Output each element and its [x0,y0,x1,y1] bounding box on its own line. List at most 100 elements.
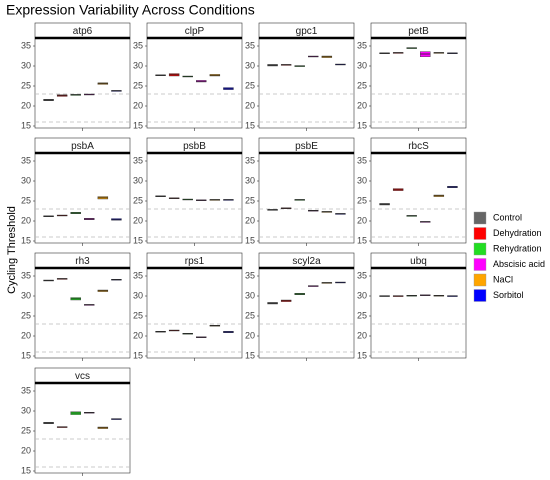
y-tick-label: 15 [245,235,255,245]
y-tick-label: 20 [245,215,255,225]
y-tick-label: 35 [245,40,255,50]
y-tick-label: 20 [357,100,367,110]
panel [370,267,467,359]
y-tick-label: 25 [245,310,255,320]
y-tick-label: 35 [21,270,31,280]
panel [258,37,355,129]
y-tick-label: 25 [21,195,31,205]
y-tick-label: 20 [133,215,143,225]
legend-swatch [473,289,487,302]
legend-swatch [473,242,487,256]
panel [258,152,355,244]
y-tick-label: 30 [357,60,367,70]
y-tick-label: 20 [357,330,367,340]
legend-label: Sorbitol [493,290,524,300]
y-tick-label: 20 [245,100,255,110]
panel [146,152,243,244]
y-tick-label: 35 [245,270,255,280]
y-tick-label: 15 [21,120,31,130]
y-tick-label: 35 [357,40,367,50]
panel [34,382,131,474]
panel [370,152,467,244]
strip-label: gpc1 [296,26,318,37]
y-tick-label: 25 [133,80,143,90]
panel [370,37,467,129]
y-tick-label: 25 [357,195,367,205]
y-tick-label: 15 [245,120,255,130]
strip-label: psbE [295,141,318,152]
y-tick-label: 35 [133,40,143,50]
y-tick-label: 30 [357,175,367,185]
y-tick-label: 35 [133,270,143,280]
strip-label: vcs [75,371,90,382]
y-tick-label: 30 [245,290,255,300]
strip-label: rbcS [408,141,429,152]
y-tick-label: 30 [133,60,143,70]
y-tick-label: 25 [357,310,367,320]
y-tick-label: 35 [357,270,367,280]
panel [258,267,355,359]
y-tick-label: 30 [21,175,31,185]
y-tick-label: 35 [21,155,31,165]
strip-label: clpP [185,26,205,37]
y-tick-label: 20 [245,330,255,340]
y-tick-label: 30 [21,60,31,70]
y-tick-label: 15 [357,120,367,130]
y-tick-label: 20 [357,215,367,225]
legend-swatch [473,258,487,271]
y-tick-label: 15 [357,350,367,360]
y-tick-label: 20 [133,100,143,110]
legend-swatch [473,273,487,287]
y-tick-label: 25 [133,195,143,205]
legend-swatch [473,227,487,240]
panel [146,37,243,129]
strip-label: psbB [183,141,206,152]
panel [146,267,243,359]
y-tick-label: 25 [245,80,255,90]
strip-label: atp6 [73,26,93,37]
y-tick-label: 15 [133,350,143,360]
y-tick-label: 25 [21,310,31,320]
y-tick-label: 30 [357,290,367,300]
legend-label: NaCl [493,274,513,284]
y-tick-label: 30 [21,405,31,415]
y-axis-label: Cycling Threshold [6,206,18,294]
y-tick-label: 35 [245,155,255,165]
y-tick-label: 30 [245,60,255,70]
panel [34,37,131,129]
strip-label: petB [408,26,429,37]
y-tick-label: 30 [245,175,255,185]
y-tick-label: 20 [21,445,31,455]
y-tick-label: 30 [21,290,31,300]
y-tick-label: 25 [21,80,31,90]
y-tick-label: 35 [133,155,143,165]
y-tick-label: 30 [133,175,143,185]
legend-label: Dehydration [493,228,542,238]
y-tick-label: 15 [21,350,31,360]
strip-label: scyl2a [292,256,321,267]
strip-label: rps1 [185,256,205,267]
legend-label: Control [493,212,522,222]
y-tick-label: 25 [133,310,143,320]
y-tick-label: 35 [357,155,367,165]
y-tick-label: 15 [245,350,255,360]
y-tick-label: 35 [21,40,31,50]
y-tick-label: 20 [21,100,31,110]
y-tick-label: 30 [133,290,143,300]
y-tick-label: 15 [357,235,367,245]
y-tick-label: 35 [21,385,31,395]
legend-label: Rehydration [493,243,542,253]
panel [34,267,131,359]
strip-label: ubq [410,256,427,267]
legend-label: Abscisic acid [493,259,545,269]
y-tick-label: 15 [21,235,31,245]
y-tick-label: 25 [245,195,255,205]
panel [34,152,131,244]
y-tick-label: 15 [21,465,31,475]
y-tick-label: 20 [21,215,31,225]
y-tick-label: 25 [21,425,31,435]
legend-swatch [473,211,487,225]
y-tick-label: 20 [21,330,31,340]
